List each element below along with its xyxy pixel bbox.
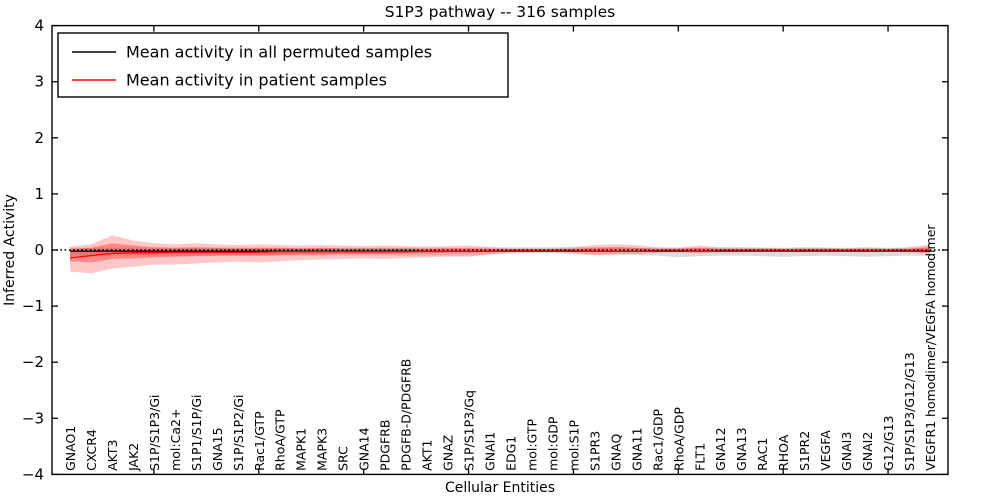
x-tick-label: GNAZ	[441, 435, 456, 471]
x-tick-label: S1P/S1P3/Gi	[147, 395, 162, 471]
y-tick-label: −4	[22, 465, 44, 483]
x-tick-label: EDG1	[503, 436, 518, 471]
x-tick-label: mol:GDP	[545, 416, 560, 471]
x-tick-label: GNA13	[734, 427, 749, 471]
x-tick-label: GNA12	[713, 427, 728, 471]
patient-mean-line	[69, 249, 930, 259]
x-tick-label: SRC	[336, 446, 351, 471]
plot-generated-content: 4 3 2 1 0 −1 −2 −3 −4 GNAO1 CXCR4 AKT3 JAK2 S1P/S1P3/…	[22, 17, 949, 483]
x-tick-label: S1P/S1P2/Gi	[231, 395, 246, 471]
y-tick-label: −1	[22, 297, 44, 315]
legend-label-patient: Mean activity in patient samples	[126, 71, 387, 90]
x-tick-label: S1P1/S1P/Gi	[189, 395, 204, 471]
x-tick-label: PDGFB-D/PDGFRB	[399, 359, 414, 471]
y-tick-label: 0	[34, 241, 44, 259]
x-tick-label: mol:S1P	[566, 420, 581, 471]
permuted-samples-band	[70, 246, 930, 258]
x-tick-label: RhoA/GTP	[273, 409, 288, 471]
x-tick-label: RhoA/GDP	[671, 407, 686, 471]
patient-samples-band-inner	[70, 243, 930, 263]
y-tick-label: −2	[22, 353, 44, 371]
x-tick-label: Rac1/GTP	[252, 411, 267, 471]
x-tick-label: GNA11	[629, 427, 644, 471]
x-tick-label: Rac1/GDP	[650, 408, 665, 470]
x-tick-label: VEGFR1 homodimer/VEGFA homodimer	[923, 224, 938, 471]
x-tick-label: GNAI1	[483, 432, 498, 471]
legend: Mean activity in all permuted samples Me…	[57, 32, 509, 98]
legend-box	[57, 32, 509, 98]
x-tick-label: FLT1	[692, 443, 707, 471]
x-tick-label: PDGFRB	[378, 420, 393, 471]
x-tick-label: S1P/S1P3/Gq	[462, 390, 477, 471]
x-tick-label: GNAQ	[608, 434, 623, 471]
y-tick-label: 1	[34, 185, 44, 203]
x-tick-label: JAK2	[126, 443, 141, 472]
x-tick-label: GNAI2	[860, 432, 875, 471]
y-axis-label: Inferred Activity	[2, 194, 18, 306]
y-tick-label: 4	[34, 17, 44, 35]
x-tick-label: S1PR3	[587, 431, 602, 471]
legend-label-permuted: Mean activity in all permuted samples	[126, 43, 432, 62]
x-tick-label: MAPK3	[315, 428, 330, 471]
x-tick-label: GNAI3	[839, 432, 854, 471]
x-tick-label: MAPK1	[294, 428, 309, 471]
x-tick-label: S1PR2	[797, 431, 812, 471]
x-tick-label: GNA15	[210, 427, 225, 471]
y-tick-label: 3	[34, 73, 44, 91]
x-tick-label: G12/G13	[881, 415, 896, 470]
y-tick-label: 2	[34, 129, 44, 147]
x-tick-label: AKT3	[105, 440, 120, 471]
x-tick-label: CXCR4	[84, 429, 99, 471]
x-tick-label: RHOA	[776, 434, 791, 471]
x-tick-label: GNA14	[357, 427, 372, 471]
x-axis-label: Cellular Entities	[445, 480, 555, 496]
x-tick-label: RAC1	[755, 438, 770, 471]
x-tick-label: GNAO1	[63, 426, 78, 471]
x-tick-label: mol:GTP	[524, 419, 539, 471]
x-tick-label: mol:Ca2+	[168, 409, 183, 471]
x-tick-label: VEGFA	[818, 430, 833, 471]
y-tick-label: −3	[22, 409, 44, 427]
x-tick-label: S1P/S1P3/G12/G13	[902, 352, 917, 471]
patient-samples-band-outer	[70, 235, 930, 274]
chart-title: S1P3 pathway -- 316 samples	[385, 3, 615, 21]
x-tick-label: AKT1	[420, 440, 435, 471]
